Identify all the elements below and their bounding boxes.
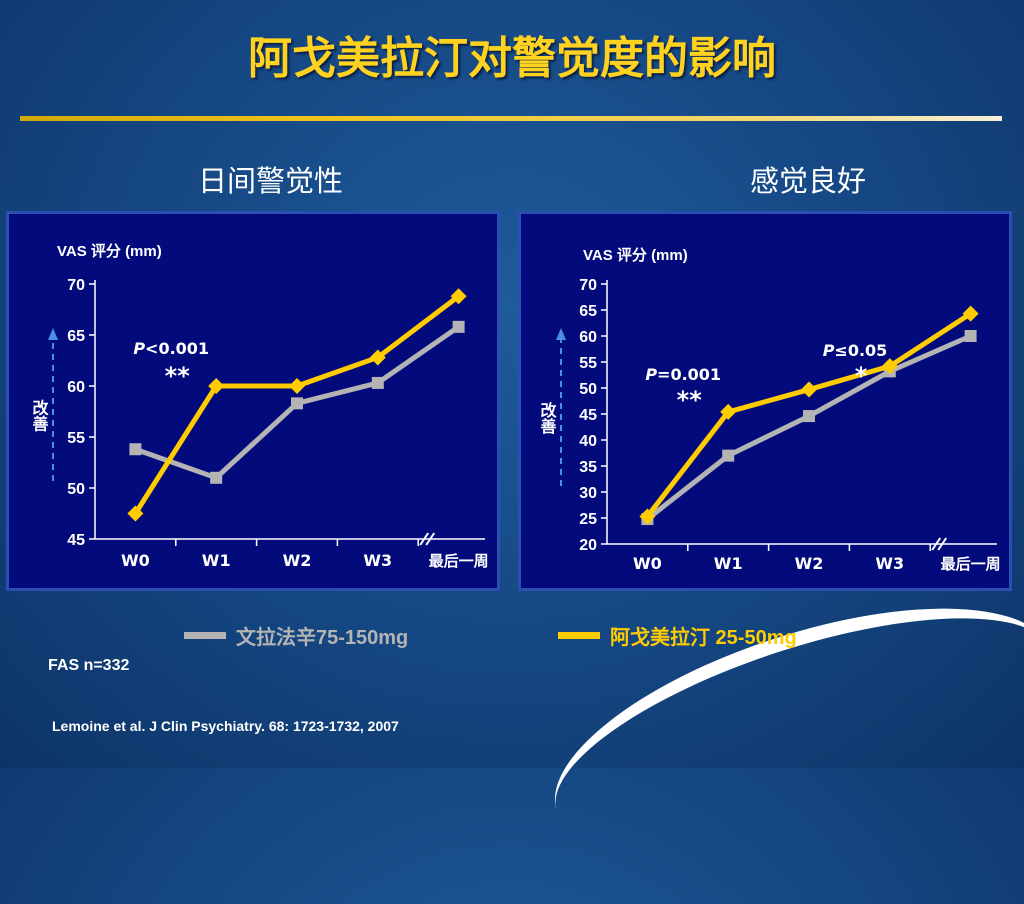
y-tick-label: 45 bbox=[579, 407, 597, 424]
y-tick-label: 25 bbox=[579, 511, 597, 528]
y-tick-label: 55 bbox=[67, 430, 85, 447]
improvement-label: 改善 bbox=[538, 401, 557, 435]
data-point-venlafaxine bbox=[803, 410, 815, 423]
y-tick-label: 60 bbox=[67, 379, 85, 396]
improvement-arrow-head bbox=[556, 328, 566, 340]
data-point-venlafaxine bbox=[291, 397, 303, 410]
x-tick-label: W1 bbox=[202, 551, 231, 570]
x-tick-label: W3 bbox=[875, 554, 904, 573]
x-tick-label: W1 bbox=[714, 554, 743, 573]
x-tick-label: W0 bbox=[121, 551, 150, 570]
x-tick-label: W2 bbox=[283, 551, 312, 570]
data-point-agomelatine bbox=[208, 378, 225, 394]
fas-note: FAS n=332 bbox=[48, 657, 130, 674]
y-tick-label: 65 bbox=[67, 328, 85, 345]
x-tick-label: W0 bbox=[633, 554, 662, 573]
data-point-agomelatine bbox=[369, 349, 386, 366]
data-point-venlafaxine bbox=[722, 449, 735, 462]
data-point-venlafaxine bbox=[210, 471, 223, 484]
data-point-agomelatine bbox=[450, 288, 467, 305]
chart-panel-daytime-alertness: VAS 评分 (mm) 45 50 55 60 65 70 W0 W1 W2 W3 最后一周 改善 P<0… bbox=[6, 211, 500, 591]
data-point-agomelatine bbox=[962, 305, 979, 322]
y-tick-label: 60 bbox=[579, 329, 597, 346]
chart-panel-feeling-good: VAS 评分 (mm) 20 25 30 35 40 45 50 55 60 65 70 W0 W1 W2 W… bbox=[518, 211, 1012, 591]
y-tick-label: 55 bbox=[579, 355, 597, 372]
data-point-venlafaxine bbox=[452, 320, 465, 333]
data-point-venlafaxine bbox=[129, 443, 142, 456]
y-tick-label: 45 bbox=[67, 532, 85, 549]
x-tick-label: 最后一周 bbox=[429, 552, 489, 570]
p-value-annotation: P<0.001 bbox=[133, 339, 209, 358]
improvement-label: 改善 bbox=[30, 399, 49, 433]
data-point-venlafaxine bbox=[371, 376, 384, 389]
y-tick-label: 50 bbox=[67, 481, 85, 498]
significance-stars: * bbox=[855, 362, 868, 390]
significance-stars: ** bbox=[677, 386, 703, 414]
y-axis-title: VAS 评分 (mm) bbox=[583, 247, 688, 264]
data-point-agomelatine bbox=[801, 381, 817, 398]
y-tick-label: 70 bbox=[579, 277, 597, 294]
y-tick-label: 50 bbox=[579, 381, 597, 398]
chart-title-right: 感觉良好 bbox=[750, 164, 867, 198]
data-point-agomelatine bbox=[881, 358, 898, 375]
legend-label-agomelatine: 阿戈美拉汀 25-50mg bbox=[610, 626, 797, 649]
axis-break-mark bbox=[419, 532, 430, 546]
data-point-agomelatine bbox=[289, 378, 305, 394]
y-axis-title: VAS 评分 (mm) bbox=[57, 243, 162, 260]
chart-title-left: 日间警觉性 bbox=[198, 164, 344, 198]
legend-swatch-venlafaxine bbox=[184, 631, 226, 639]
chart-daytime-alertness: VAS 评分 (mm) 45 50 55 60 65 70 W0 W1 W2 W3 最后一周 改善 P<0… bbox=[30, 243, 489, 570]
data-point-venlafaxine bbox=[964, 330, 977, 342]
series-line-venlafaxine bbox=[645, 333, 972, 522]
x-tick-label: 最后一周 bbox=[941, 555, 1001, 573]
legend-swatch-agomelatine bbox=[558, 631, 600, 639]
title-rule bbox=[20, 116, 1002, 121]
p-value-annotation: P≤0.05 bbox=[823, 341, 888, 360]
slide-title: 阿戈美拉汀对警觉度的影响 bbox=[248, 33, 776, 84]
citation: Lemoine et al. J Clin Psychiatry. 68: 17… bbox=[52, 718, 399, 734]
data-point-agomelatine bbox=[639, 508, 656, 525]
data-point-agomelatine bbox=[720, 403, 737, 420]
chart-feeling-good: VAS 评分 (mm) 20 25 30 35 40 45 50 55 60 65 70 W0 W1 W2 W… bbox=[538, 247, 1001, 573]
axis-break-mark bbox=[425, 532, 436, 546]
y-tick-label: 35 bbox=[579, 459, 597, 476]
legend-label-venlafaxine: 文拉法辛75-150mg bbox=[236, 626, 409, 649]
decorative-curve bbox=[526, 558, 1024, 904]
y-tick-label: 30 bbox=[579, 485, 597, 502]
p-value-annotation: P=0.001 bbox=[645, 365, 721, 384]
y-tick-label: 65 bbox=[579, 303, 597, 320]
x-tick-label: W2 bbox=[795, 554, 824, 573]
y-tick-label: 70 bbox=[67, 277, 85, 294]
legend-item-venlafaxine: 文拉法辛75-150mg bbox=[184, 620, 408, 650]
axis-break-mark bbox=[931, 537, 942, 551]
y-tick-label: 20 bbox=[579, 537, 597, 554]
improvement-arrow-head bbox=[48, 328, 58, 340]
significance-stars: ** bbox=[165, 362, 191, 390]
y-tick-label: 40 bbox=[579, 433, 597, 450]
legend-item-agomelatine: 阿戈美拉汀 25-50mg bbox=[558, 620, 797, 650]
axis-break-mark bbox=[937, 537, 948, 551]
x-tick-label: W3 bbox=[363, 551, 392, 570]
